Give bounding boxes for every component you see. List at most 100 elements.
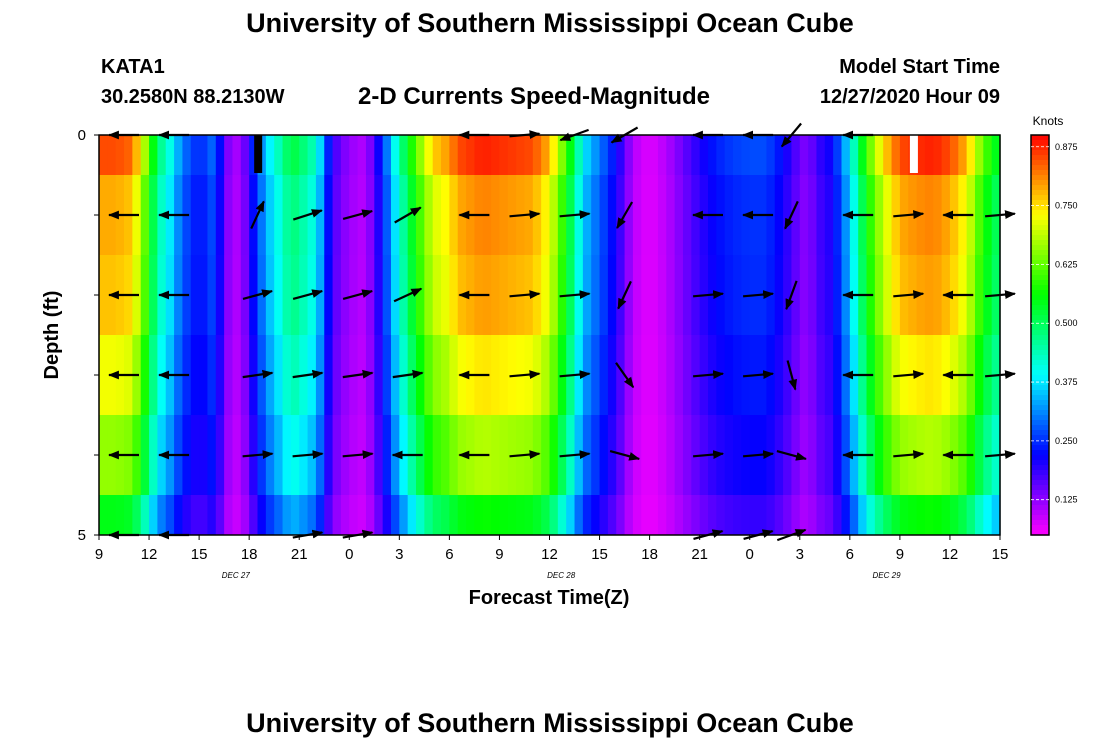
heatmap-cell bbox=[232, 175, 242, 255]
heatmap-cell bbox=[699, 495, 709, 535]
heatmap-cell bbox=[599, 175, 609, 255]
heatmap-cell bbox=[674, 335, 684, 415]
current-vector-arrow bbox=[342, 209, 374, 220]
colorbar-segment bbox=[1031, 500, 1049, 506]
heatmap-cell bbox=[324, 495, 334, 535]
heatmap-cell bbox=[758, 495, 767, 535]
heatmap-cell bbox=[140, 495, 150, 535]
heatmap-cell bbox=[599, 415, 609, 495]
heatmap-cell bbox=[541, 335, 551, 415]
heatmap-cell bbox=[282, 175, 292, 255]
heatmap-cell bbox=[265, 495, 275, 535]
current-vector-arrow bbox=[893, 370, 925, 379]
heatmap-cell bbox=[774, 175, 784, 255]
heatmap-cell bbox=[833, 495, 843, 535]
heatmap-cell bbox=[290, 135, 300, 175]
heatmap-cell bbox=[616, 335, 626, 415]
heatmap-cell bbox=[591, 335, 601, 415]
heatmap-cell bbox=[199, 495, 209, 535]
heatmap-cell bbox=[974, 335, 984, 415]
heatmap-cell bbox=[466, 495, 476, 535]
heatmap-cell bbox=[824, 495, 834, 535]
colorbar: 0.875 0.750 0.625 0.500 0.375 0.250 0.125 bbox=[1030, 134, 1078, 536]
heatmap-cell bbox=[132, 135, 142, 175]
heatmap-cell bbox=[641, 135, 651, 175]
colorbar-segment bbox=[1031, 220, 1049, 226]
station-coordinates: 30.2580N 88.2130W bbox=[101, 86, 285, 108]
heatmap-cell bbox=[324, 255, 334, 335]
heatmap-cell bbox=[724, 175, 734, 255]
heatmap-cell bbox=[282, 495, 292, 535]
current-vector-arrow bbox=[292, 209, 323, 221]
x-axis-tick-label: 15 bbox=[591, 546, 608, 563]
heatmap-cell bbox=[974, 255, 984, 335]
heatmap-cell bbox=[833, 255, 843, 335]
heatmap-cell bbox=[649, 415, 659, 495]
heatmap-cell bbox=[791, 495, 801, 535]
current-vector-arrow bbox=[242, 289, 274, 300]
heatmap-cell bbox=[424, 415, 434, 495]
heatmap-cell bbox=[199, 255, 209, 335]
heatmap-cell bbox=[791, 255, 801, 335]
colorbar-tick-label: 0.750 bbox=[1055, 201, 1078, 211]
heatmap-cell bbox=[449, 135, 459, 175]
colorbar-segment bbox=[1031, 410, 1049, 416]
heatmap-cell bbox=[199, 335, 209, 415]
heatmap-cell bbox=[491, 255, 501, 335]
heatmap-cell bbox=[199, 135, 209, 175]
heatmap-cell bbox=[824, 415, 834, 495]
heatmap-cell bbox=[524, 495, 534, 535]
heatmap-cell bbox=[632, 255, 642, 335]
colorbar-segment bbox=[1031, 170, 1049, 176]
colorbar-segment bbox=[1031, 270, 1049, 276]
colorbar-segment bbox=[1031, 280, 1049, 286]
heatmap-cell bbox=[733, 495, 742, 535]
heatmap-cell bbox=[224, 175, 234, 255]
heatmap-cell bbox=[682, 495, 692, 535]
colorbar-segment bbox=[1031, 250, 1049, 256]
heatmap-cell bbox=[507, 495, 517, 535]
colorbar-segment bbox=[1031, 335, 1049, 341]
heatmap-cell bbox=[424, 255, 434, 335]
heatmap-cell bbox=[365, 135, 375, 175]
heatmap-cell bbox=[991, 495, 1001, 535]
x-axis-tick-label: 21 bbox=[291, 546, 308, 563]
current-vector-arrow bbox=[509, 370, 541, 379]
heatmap-cell bbox=[207, 415, 217, 495]
heatmap-cell bbox=[733, 335, 742, 415]
colorbar-segment bbox=[1031, 375, 1049, 381]
colorbar-segment bbox=[1031, 510, 1049, 516]
heatmap-cell bbox=[432, 255, 442, 335]
heatmap-cell bbox=[557, 495, 567, 535]
heatmap-cell bbox=[449, 335, 459, 415]
heatmap-cell bbox=[733, 175, 742, 255]
heatmap-cell bbox=[783, 255, 793, 335]
heatmap-cell bbox=[924, 175, 934, 255]
heatmap-cell bbox=[799, 335, 809, 415]
heatmap-cell bbox=[265, 335, 275, 415]
missing-data-marker bbox=[254, 135, 263, 173]
heatmap-cell bbox=[516, 495, 526, 535]
heatmap-cell bbox=[124, 495, 133, 535]
heatmap-cell bbox=[140, 335, 150, 415]
x-axis-tick-label: 12 bbox=[942, 546, 959, 563]
heatmap-cell bbox=[666, 335, 676, 415]
heatmap-cell bbox=[466, 135, 476, 175]
current-vector-arrow bbox=[292, 369, 324, 379]
heatmap-cell bbox=[724, 255, 734, 335]
colorbar-segment bbox=[1031, 265, 1049, 271]
heatmap-cell bbox=[274, 175, 284, 255]
heatmap-cell bbox=[482, 495, 492, 535]
heatmap-cell bbox=[949, 495, 959, 535]
heatmap-cell bbox=[916, 495, 926, 535]
heatmap-cell bbox=[708, 495, 717, 535]
heatmap-cell bbox=[541, 175, 551, 255]
current-vector-arrow bbox=[693, 370, 725, 379]
heatmap-cell bbox=[315, 175, 325, 255]
heatmap-cell bbox=[657, 255, 667, 335]
colorbar-segment bbox=[1031, 135, 1049, 141]
heatmap-cell bbox=[883, 495, 893, 535]
heatmap-cell bbox=[607, 495, 617, 535]
heatmap-cell bbox=[824, 335, 834, 415]
heatmap-cell bbox=[365, 175, 375, 255]
